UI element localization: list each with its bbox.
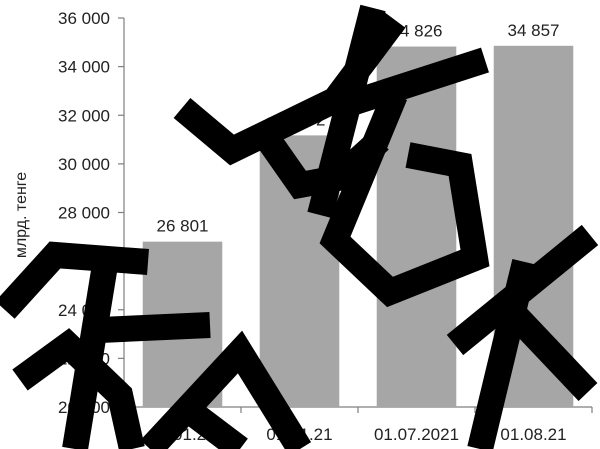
- watermark-letter-be: [319, 47, 490, 308]
- x-tick-label: 01.07.2021: [374, 425, 459, 444]
- y-tick-label: 32 000: [58, 106, 110, 125]
- data-label: 34 826: [391, 22, 443, 41]
- y-axis-title: млрд. тенге: [13, 172, 30, 258]
- y-tick-label: 28 000: [58, 204, 110, 223]
- watermark-logo: [0, 4, 599, 449]
- watermark-fragment: [140, 330, 312, 449]
- watermark-letter-zhe-bottom: [0, 241, 211, 449]
- watermark-letter-ka: [446, 224, 599, 449]
- data-label: 26 801: [157, 217, 209, 236]
- data-label: 34 857: [508, 21, 560, 40]
- y-tick-label: 30 000: [58, 155, 110, 174]
- x-tick-label: 01.08.21: [500, 425, 566, 444]
- y-tick-label: 34 000: [58, 58, 110, 77]
- y-tick-label: 36 000: [58, 9, 110, 28]
